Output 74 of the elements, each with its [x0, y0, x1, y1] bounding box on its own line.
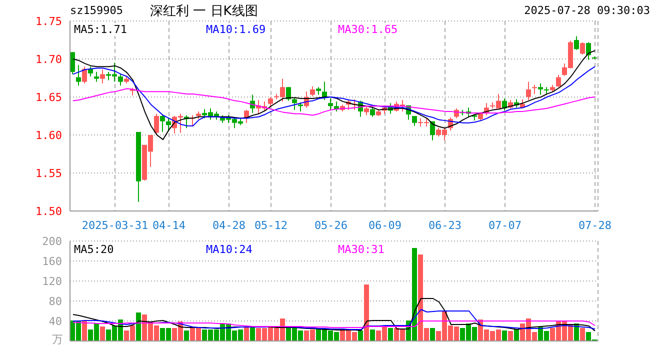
candlestick — [76, 64, 81, 86]
bar — [502, 330, 507, 341]
candlestick — [82, 66, 87, 84]
x-tick-label: 05-12 — [254, 219, 288, 232]
line-series — [72, 320, 596, 328]
y-tick-label: 1.75 — [36, 14, 62, 28]
candlestick — [532, 84, 537, 94]
text: MA30:1.65 — [338, 23, 398, 36]
line-series — [72, 309, 596, 330]
bar — [250, 326, 255, 341]
y-tick-label: 1.60 — [36, 128, 62, 142]
candlestick — [412, 116, 417, 126]
text: MA10:1.69 — [206, 23, 266, 36]
candlestick — [370, 106, 375, 118]
line-series — [72, 298, 596, 332]
bar — [358, 330, 363, 341]
candlestick — [154, 113, 159, 136]
y-tick-label: 1.55 — [36, 166, 62, 180]
bar — [508, 331, 513, 341]
candlestick — [292, 97, 297, 110]
candlestick — [322, 81, 327, 101]
text: MA5:20 — [74, 243, 114, 256]
bar — [370, 330, 375, 341]
x-tick-label: 04-28 — [212, 219, 246, 232]
text: MA5:1.71 — [74, 23, 127, 36]
x-tick-label: 06-09 — [368, 219, 402, 232]
candlestick — [268, 96, 273, 107]
line-series — [72, 88, 596, 116]
candlestick — [586, 42, 591, 60]
candlestick — [160, 114, 165, 132]
y-tick-label: 1.65 — [36, 90, 62, 104]
bar — [580, 328, 585, 341]
candlestick — [310, 86, 315, 97]
candlestick — [538, 82, 543, 96]
x-tick-label: 07-07 — [488, 219, 522, 232]
candlestick — [526, 81, 531, 101]
bar — [388, 328, 393, 341]
candlestick — [100, 69, 105, 84]
x-tick-label: 05-26 — [314, 219, 348, 232]
y-tick-label: 200 — [42, 234, 62, 248]
candlestick — [286, 86, 291, 102]
x-tick-label: 04-14 — [152, 219, 186, 232]
bar — [514, 330, 519, 341]
bar — [430, 328, 435, 341]
candlestick — [94, 71, 99, 82]
y-tick-label: 1.50 — [36, 204, 62, 218]
bar — [136, 312, 141, 341]
x-tick-label: 07-28 — [578, 219, 612, 232]
text: MA30:31 — [338, 243, 384, 256]
y-tick-label: 160 — [42, 254, 62, 268]
candlestick — [118, 74, 123, 86]
y-tick-label: 1.70 — [36, 52, 62, 66]
y-axis-title: 万 — [52, 332, 63, 347]
chart-title: 深红利 一 日K线图 — [150, 3, 258, 20]
candlestick — [328, 98, 333, 110]
y-tick-label: 40 — [48, 314, 62, 328]
bar — [244, 326, 249, 341]
x-tick-label: 06-23 — [428, 219, 462, 232]
bar — [100, 326, 105, 341]
chart-subtitle: sz159905 — [70, 4, 123, 17]
candlestick — [298, 102, 303, 112]
candlestick — [574, 36, 579, 50]
y-tick-label: 80 — [48, 294, 62, 308]
candlestick — [88, 66, 93, 77]
candlestick — [556, 74, 561, 88]
text: MA10:24 — [206, 243, 252, 256]
bar — [364, 284, 369, 341]
bar — [82, 320, 87, 341]
bar — [184, 330, 189, 341]
candlestick — [166, 118, 171, 132]
candlestick — [580, 42, 585, 55]
y-tick-label: 120 — [42, 274, 62, 288]
text: 2025-07-28 09:30:03 — [524, 4, 650, 17]
x-tick-label: 2025-03-31 — [82, 219, 148, 232]
